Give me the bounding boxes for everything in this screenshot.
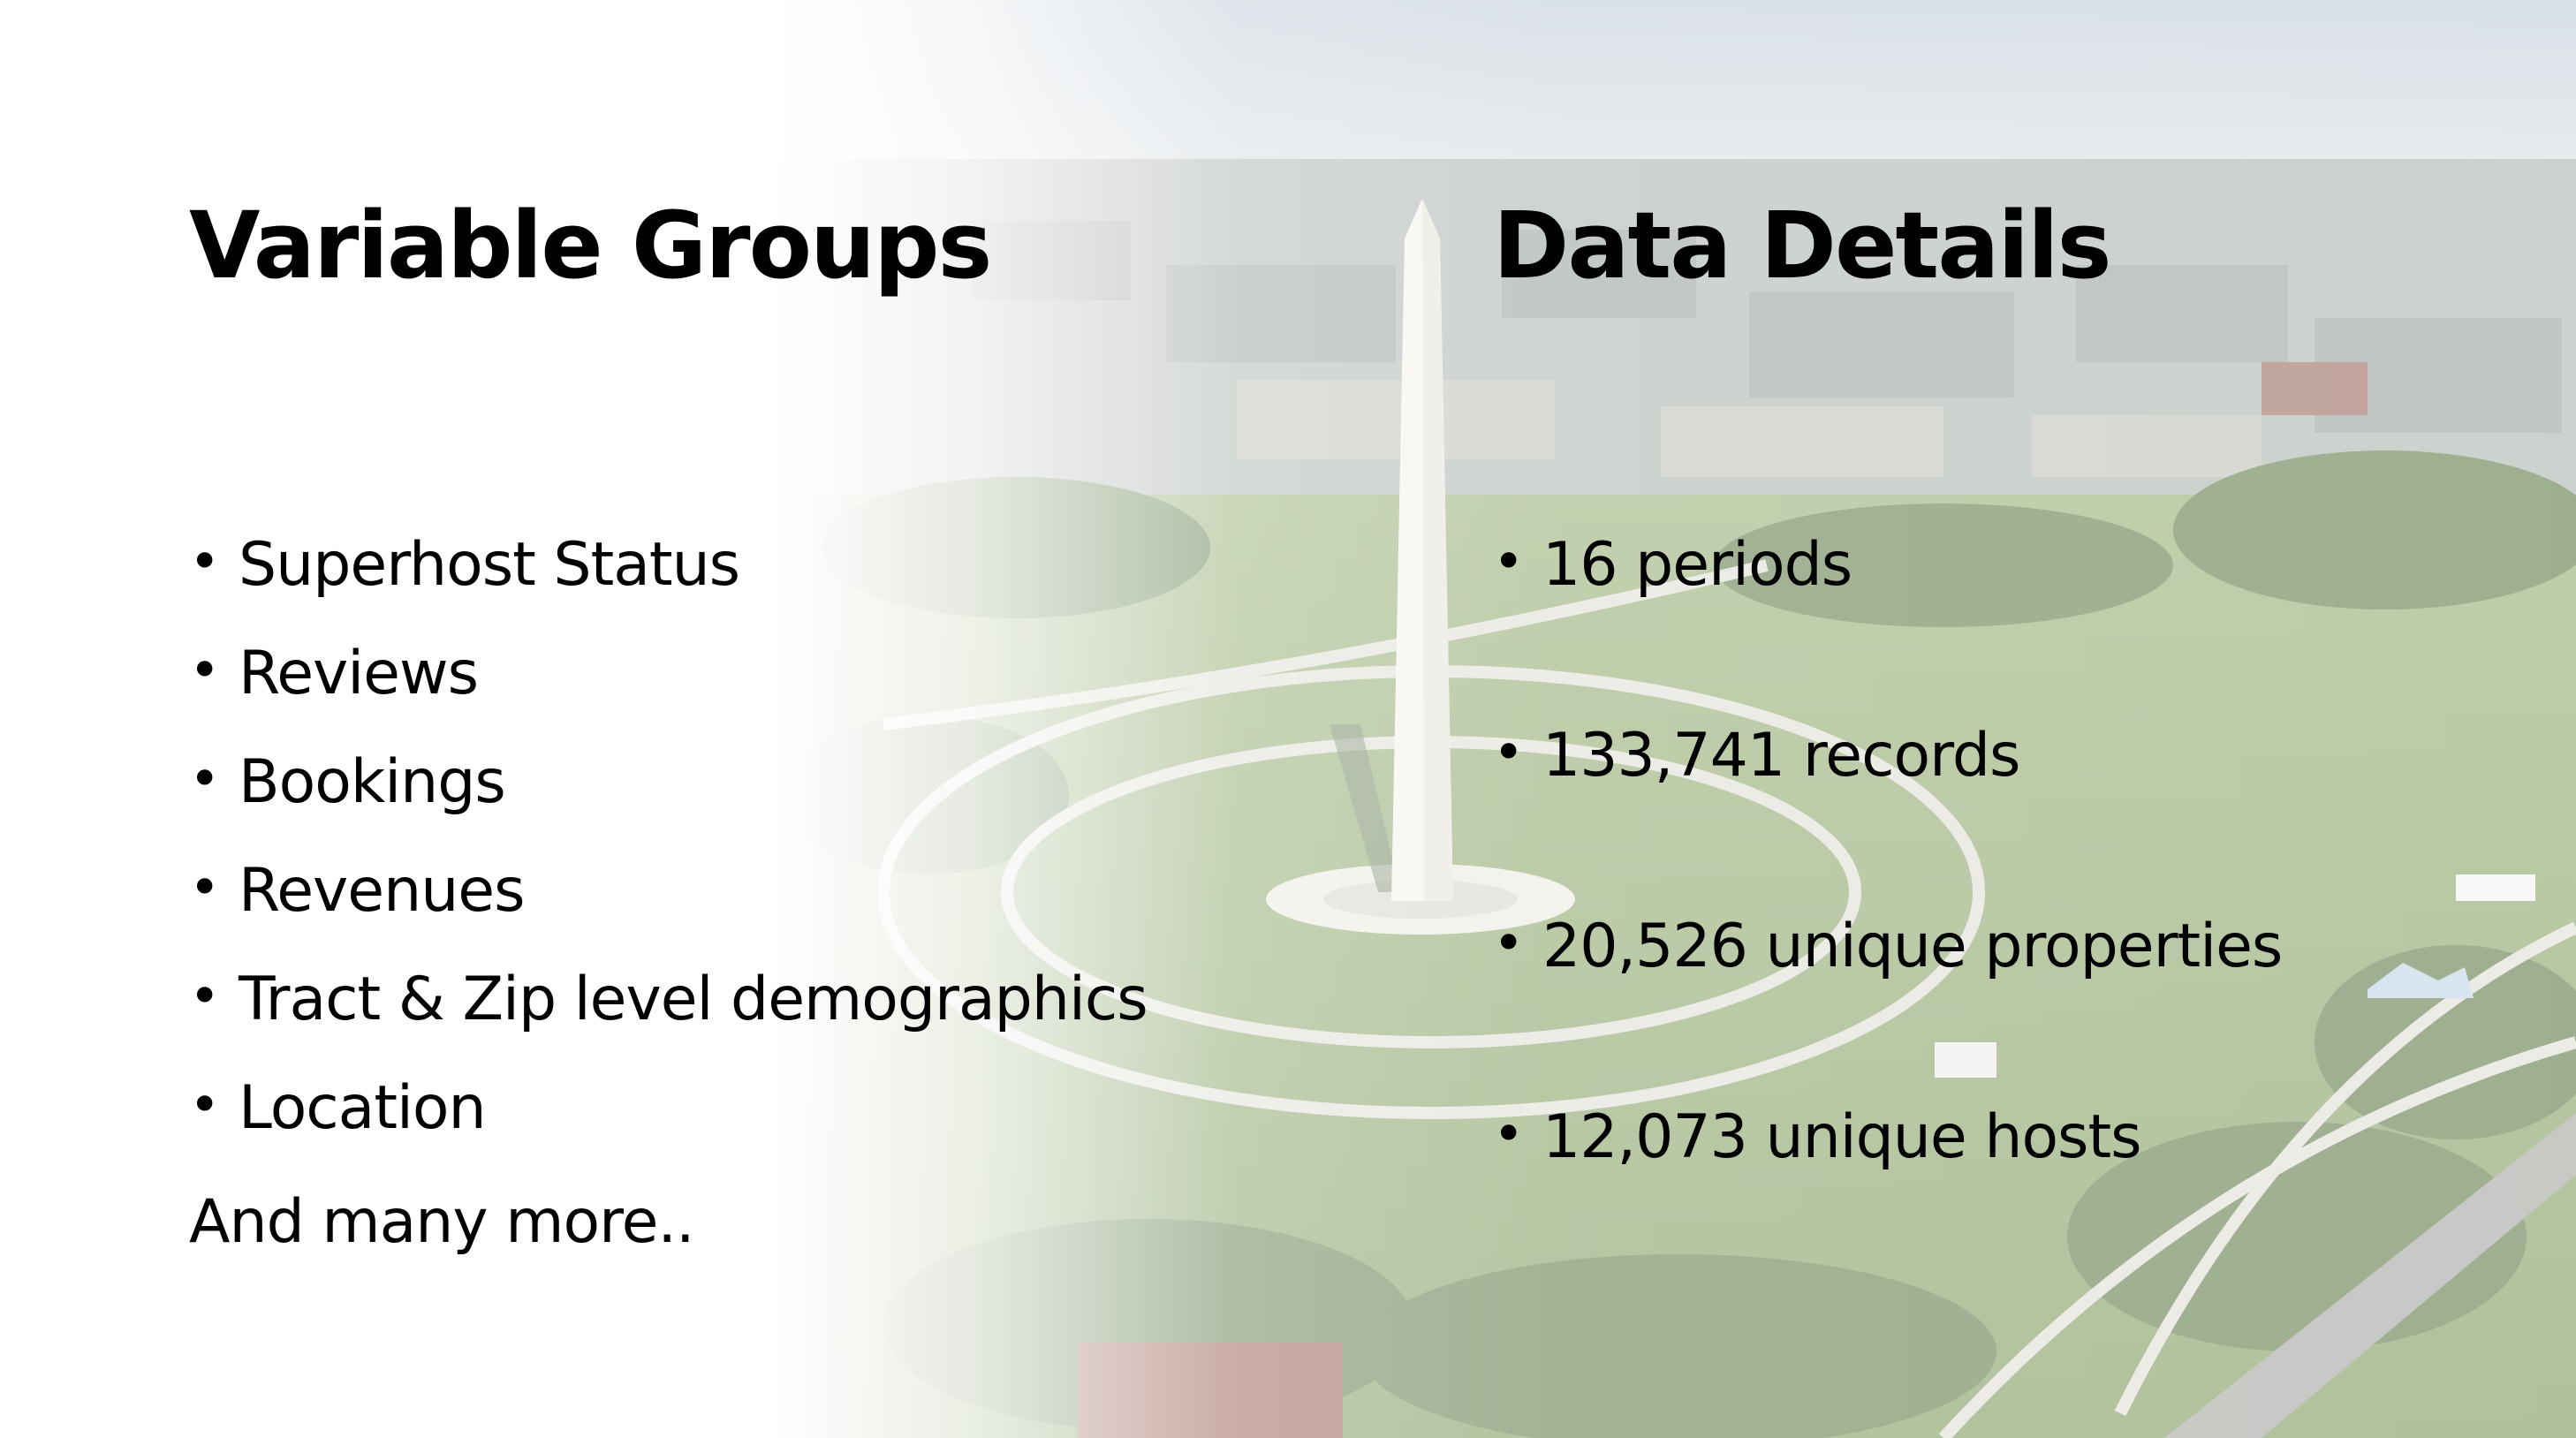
list-item-label: Bookings — [239, 747, 506, 817]
list-item: • 12,073 unique hosts — [1493, 1108, 2282, 1298]
variable-groups-title: Variable Groups — [189, 192, 992, 299]
list-item-label: Location — [239, 1073, 487, 1143]
bullet-icon: • — [189, 531, 220, 593]
bullet-icon: • — [1493, 1103, 1524, 1165]
bullet-icon: • — [189, 748, 220, 810]
list-item-label: 16 periods — [1542, 530, 1852, 600]
list-item: • Location — [189, 1078, 1148, 1187]
list-item-label: 12,073 unique hosts — [1542, 1102, 2142, 1172]
list-item-label: 133,741 records — [1542, 721, 2020, 791]
list-item-label: Revenues — [239, 856, 526, 926]
list-item: • Reviews — [189, 644, 1148, 753]
bullet-icon: • — [1493, 912, 1524, 974]
variable-groups-list: • Superhost Status • Reviews • Bookings … — [189, 535, 1148, 1187]
list-item-label: Reviews — [239, 639, 479, 708]
list-item: • 133,741 records — [1493, 726, 2282, 917]
list-item: • Bookings — [189, 753, 1148, 861]
bullet-icon: • — [1493, 531, 1524, 593]
list-item: • Tract & Zip level demographics — [189, 970, 1148, 1078]
list-item-label: Superhost Status — [239, 530, 740, 600]
bullet-icon: • — [189, 640, 220, 701]
list-item: • 20,526 unique properties — [1493, 912, 2283, 1108]
list-item-label: 20,526 unique properties — [1542, 912, 2283, 981]
list-item: • Superhost Status — [189, 535, 1148, 644]
bullet-icon: • — [189, 857, 220, 919]
list-item-label: Tract & Zip level demographics — [239, 965, 1148, 1034]
data-details-title: Data Details — [1493, 192, 2112, 299]
list-item: • 16 periods — [1493, 535, 2282, 726]
data-details-list: • 16 periods • 133,741 records • 20,526 … — [1493, 535, 2283, 1298]
bullet-icon: • — [189, 1074, 220, 1136]
bullet-icon: • — [189, 965, 220, 1027]
and-many-more-text: And many more.. — [189, 1187, 695, 1257]
list-item: • Revenues — [189, 861, 1148, 970]
bullet-icon: • — [1493, 722, 1524, 783]
